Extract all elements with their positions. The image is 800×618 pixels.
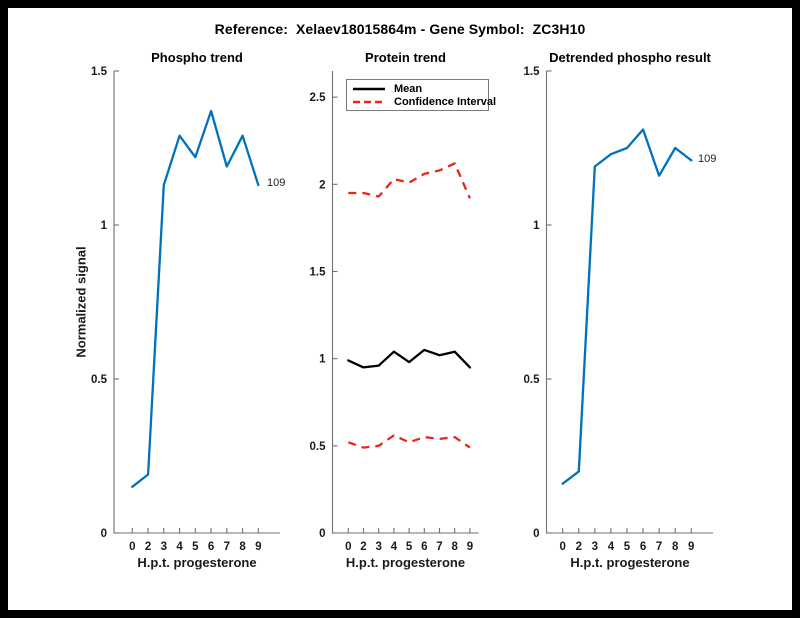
y-tick-label-panel-2: 0 bbox=[319, 528, 325, 540]
panel-title-protein-trend: Protein trend bbox=[365, 50, 446, 65]
y-tick-label-panel-2: 0.5 bbox=[310, 441, 327, 453]
x-tick-label-panel-1: 9 bbox=[255, 541, 261, 553]
endpoint-annotation-phospho: 109 bbox=[267, 177, 286, 189]
legend-label-confidence-interval: Confidence Interval bbox=[394, 95, 497, 108]
series-phospho-signal bbox=[131, 109, 260, 488]
x-tick-label-panel-2: 6 bbox=[421, 541, 427, 553]
mean-line-swatch bbox=[353, 87, 385, 90]
x-tick-label-panel-1: 8 bbox=[239, 541, 246, 553]
x-tick-label-panel-3: 4 bbox=[608, 541, 615, 553]
x-tick-label-panel-1: 6 bbox=[208, 541, 214, 553]
y-tick-label-panel-1: 0.5 bbox=[91, 374, 108, 386]
x-tick-label-panel-3: 8 bbox=[672, 541, 679, 553]
x-tick-label-panel-1: 3 bbox=[161, 541, 167, 553]
y-tick-label-panel-3: 1 bbox=[533, 220, 540, 232]
x-tick-label-panel-1: 0 bbox=[129, 541, 135, 553]
legend-label-mean: Mean bbox=[394, 82, 423, 95]
y-tick-label-panel-3: 1.5 bbox=[524, 66, 541, 78]
y-tick-label-panel-3: 0 bbox=[533, 528, 539, 540]
series-confidence-interval-lower bbox=[347, 434, 471, 449]
x-tick-label-panel-3: 7 bbox=[656, 541, 662, 553]
figure-title: Reference: Xelaev18015864m - Gene Symbol… bbox=[214, 21, 586, 37]
x-tick-label-panel-3: 3 bbox=[592, 541, 598, 553]
axes-panel-2 bbox=[331, 71, 479, 534]
panel-title-detrended-phospho: Detrended phospho result bbox=[549, 50, 711, 65]
y-tick-label-panel-2: 2.5 bbox=[310, 92, 327, 104]
x-tick-label-panel-2: 4 bbox=[391, 541, 398, 553]
x-axis-label-detrended: H.p.t. progesterone bbox=[570, 555, 690, 570]
legend-item-mean: Mean bbox=[351, 83, 484, 95]
legend-item-confidence-interval: Confidence Interval bbox=[351, 96, 496, 108]
endpoint-annotation-detrended: 109 bbox=[698, 153, 717, 165]
x-tick-label-panel-3: 2 bbox=[576, 541, 582, 553]
x-tick-label-panel-3: 0 bbox=[559, 541, 565, 553]
y-tick-label-panel-2: 2 bbox=[319, 179, 325, 191]
panel-title-phospho-trend: Phospho trend bbox=[151, 50, 243, 65]
x-tick-label-panel-3: 6 bbox=[640, 541, 646, 553]
series-confidence-interval-upper bbox=[348, 162, 471, 199]
x-tick-label-panel-2: 8 bbox=[451, 541, 458, 553]
axes-panel-1 bbox=[113, 71, 280, 534]
confidence-interval-line-swatch bbox=[353, 100, 385, 103]
x-tick-label-panel-2: 2 bbox=[360, 541, 366, 553]
series-mean bbox=[347, 348, 472, 369]
y-axis-label: Normalized signal bbox=[73, 246, 89, 358]
x-axis-label-phospho: H.p.t. progesterone bbox=[137, 555, 257, 570]
x-tick-label-panel-2: 9 bbox=[467, 541, 473, 553]
x-tick-label-panel-1: 2 bbox=[145, 541, 151, 553]
series-detrended-phospho-signal bbox=[561, 128, 693, 485]
x-tick-label-panel-3: 9 bbox=[688, 541, 694, 553]
x-tick-label-panel-2: 0 bbox=[345, 541, 351, 553]
y-tick-label-panel-3: 0.5 bbox=[524, 374, 541, 386]
y-tick-label-panel-2: 1.5 bbox=[310, 266, 327, 278]
x-tick-label-panel-2: 3 bbox=[375, 541, 381, 553]
x-tick-label-panel-1: 4 bbox=[176, 541, 183, 553]
x-tick-label-panel-1: 5 bbox=[192, 541, 199, 553]
y-tick-label-panel-1: 1.5 bbox=[91, 66, 108, 78]
x-tick-label-panel-3: 5 bbox=[624, 541, 631, 553]
legend-box: Mean Confidence Interval bbox=[346, 79, 496, 111]
x-tick-label-panel-1: 7 bbox=[224, 541, 230, 553]
x-axis-label-protein: H.p.t. progesterone bbox=[345, 555, 466, 570]
x-tick-label-panel-2: 5 bbox=[406, 541, 413, 553]
y-tick-label-panel-1: 0 bbox=[101, 528, 107, 540]
y-tick-label-panel-1: 1 bbox=[101, 220, 108, 232]
axes-panel-3 bbox=[545, 71, 713, 534]
x-tick-label-panel-2: 7 bbox=[436, 541, 442, 553]
y-tick-label-panel-2: 1 bbox=[319, 354, 326, 366]
